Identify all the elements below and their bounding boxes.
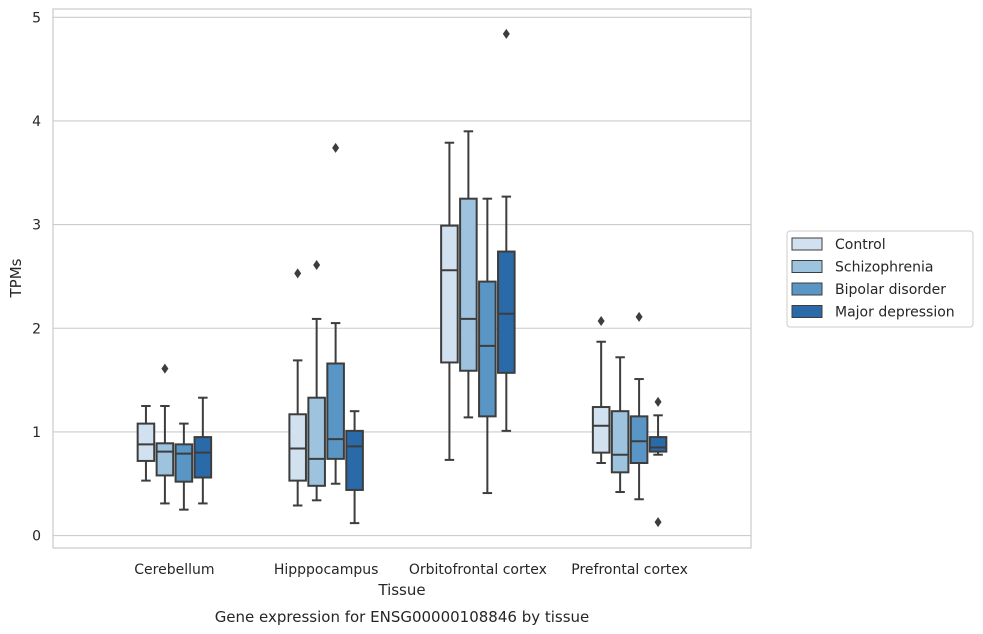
box-iqr <box>497 250 516 374</box>
box-2-3 <box>497 28 516 432</box>
box-1-3 <box>345 410 364 525</box>
outlier-point <box>161 363 169 374</box>
box-0-0 <box>136 404 156 482</box>
outlier-point <box>294 268 302 279</box>
x-tick-label: Prefrontal cortex <box>571 562 688 578</box>
figure-caption: Gene expression for ENSG00000108846 by t… <box>215 608 590 626</box>
x-tick-label: Cerebellum <box>134 562 214 578</box>
box-0-2 <box>174 422 194 511</box>
box-iqr <box>136 422 156 462</box>
box-iqr <box>326 362 345 460</box>
box-2-0 <box>440 141 459 461</box>
box-iqr <box>591 406 611 454</box>
box-iqr <box>193 436 213 479</box>
x-axis-label: Tissue <box>377 581 425 599</box>
legend-swatch <box>791 305 823 318</box>
x-tick-labels: Cerebellum Hipppocampus Orbitofrontal cort… <box>134 562 688 578</box>
box-1-1 <box>307 260 326 502</box>
boxes <box>136 28 668 528</box>
box-2-1 <box>459 130 478 419</box>
legend-swatch <box>791 237 823 251</box>
plot-frame <box>52 8 752 549</box>
box-iqr <box>629 415 649 465</box>
legend-swatch <box>791 282 823 296</box>
box-1-0 <box>288 268 307 507</box>
box-iqr <box>648 436 668 453</box>
y-tick-label: 5 <box>32 10 41 26</box>
legend-frame <box>786 230 974 328</box>
legend: Control Schizophrenia Bipolar disorder Majo… <box>786 230 974 328</box>
gridlines <box>53 16 751 537</box>
legend-label: Major depression <box>835 305 955 321</box>
box-iqr <box>345 429 364 491</box>
legend-label: Schizophrenia <box>835 260 933 276</box>
outlier-point <box>654 517 662 528</box>
legend-label: Bipolar disorder <box>835 282 946 298</box>
outlier-point <box>635 311 643 322</box>
box-3-0 <box>591 315 611 465</box>
box-3-3 <box>648 396 668 528</box>
box-0-3 <box>193 396 213 505</box>
y-tick-label: 0 <box>32 529 41 545</box>
legend-label: Control <box>835 237 886 253</box>
x-tick-label: Orbitofrontal cortex <box>409 562 547 578</box>
y-tick-label: 3 <box>32 218 41 234</box>
outlier-point <box>597 315 605 326</box>
box-1-2 <box>326 142 345 485</box>
box-iqr <box>459 197 478 372</box>
y-tick-label: 4 <box>32 114 41 130</box>
box-iqr <box>174 443 194 483</box>
box-0-1 <box>155 363 175 505</box>
box-iqr <box>440 224 459 364</box>
box-2-2 <box>478 197 497 495</box>
box-iqr <box>610 410 630 474</box>
y-tick-labels: 0 1 2 3 4 5 <box>32 10 41 544</box>
box-iqr <box>155 442 175 477</box>
y-tick-label: 2 <box>32 321 41 337</box>
outlier-point <box>313 260 321 271</box>
x-tick-label: Hipppocampus <box>274 562 379 578</box>
box-iqr <box>288 413 307 482</box>
outlier-point <box>654 396 662 407</box>
box-3-1 <box>610 356 630 494</box>
box-iqr <box>307 396 326 487</box>
box-iqr <box>478 280 497 418</box>
box-3-2 <box>629 311 649 501</box>
outlier-point <box>502 28 510 39</box>
outlier-point <box>332 142 340 153</box>
legend-swatch <box>791 260 823 273</box>
y-axis-label: TPMs <box>7 258 25 298</box>
y-tick-label: 1 <box>32 425 41 441</box>
